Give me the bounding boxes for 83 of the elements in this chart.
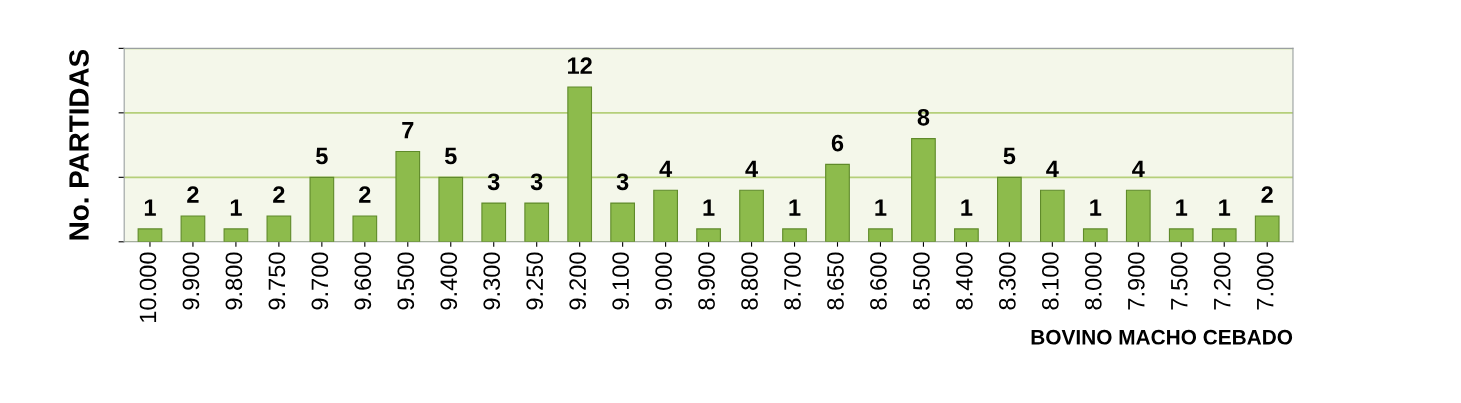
bar	[997, 176, 1022, 242]
x-tick-label: 7.200	[1213, 252, 1231, 310]
bar	[610, 202, 636, 242]
data-label: 5	[1003, 147, 1016, 165]
data-label: 8	[917, 108, 930, 126]
x-tick-label: 9.600	[354, 252, 372, 310]
data-label: 3	[487, 173, 500, 191]
bar	[1168, 228, 1194, 242]
bar	[309, 176, 335, 242]
data-label: 5	[316, 147, 328, 165]
x-tick-label: 9.800	[225, 252, 243, 310]
bar	[567, 86, 593, 242]
bar	[481, 202, 507, 242]
x-tick-label: 9.000	[655, 252, 672, 310]
bar	[954, 228, 979, 242]
data-label: 5	[444, 147, 457, 165]
x-tick-label: 8.800	[741, 252, 758, 310]
data-label: 2	[273, 186, 285, 203]
data-label: 2	[359, 186, 371, 203]
data-label: 6	[831, 134, 844, 152]
x-tick-label: 8.900	[698, 252, 715, 310]
x-tick-label: 7.900	[1127, 252, 1145, 310]
bar	[524, 202, 550, 242]
bar	[438, 176, 464, 242]
x-tick-label: 9.500	[397, 252, 415, 310]
bar	[825, 163, 850, 242]
data-label: 2	[187, 186, 199, 203]
bar	[352, 215, 378, 242]
data-label: 1	[1219, 199, 1231, 216]
data-label: 4	[659, 160, 673, 177]
x-axis-title: BOVINO MACHO CEBADO	[1031, 329, 1293, 345]
x-tick-label: 9.750	[268, 252, 286, 310]
data-label: 1	[230, 199, 242, 216]
data-label: 1	[1176, 199, 1188, 216]
x-tick-label: 9.100	[612, 252, 629, 310]
x-tick-label: 9.300	[483, 252, 501, 310]
data-label: 7	[402, 122, 414, 139]
data-label: 4	[1132, 160, 1145, 177]
data-label: 2	[1261, 186, 1273, 203]
data-label: 1	[703, 199, 715, 216]
data-label: 12	[568, 57, 592, 74]
data-label: 4	[1046, 160, 1059, 177]
bar	[180, 215, 206, 242]
bar	[1211, 228, 1237, 242]
bar	[739, 189, 764, 242]
bar	[696, 228, 721, 242]
bar	[137, 228, 163, 242]
x-tick-label: 8.300	[999, 252, 1016, 310]
x-tick-label: 9.200	[569, 252, 587, 310]
data-label: 1	[1090, 199, 1102, 216]
data-label: 1	[789, 199, 801, 216]
x-tick-label: 8.650	[827, 252, 844, 310]
x-tick-label: 8.000	[1084, 252, 1102, 310]
bar	[782, 228, 807, 242]
bar	[223, 228, 249, 242]
x-tick-label: 9.400	[440, 252, 458, 310]
data-label: 1	[961, 199, 973, 216]
bar	[911, 138, 936, 242]
bar	[266, 215, 292, 242]
x-tick-label: 7.500	[1170, 252, 1188, 310]
x-tick-label: 8.500	[913, 252, 930, 310]
data-label: 3	[616, 173, 629, 191]
x-tick-label: 8.700	[784, 252, 801, 310]
data-label: 1	[875, 199, 887, 216]
y-axis-title: No. PARTIDAS	[69, 49, 89, 240]
bar	[653, 189, 678, 242]
x-tick-label: 9.250	[526, 252, 544, 310]
x-tick-label: 7.000	[1256, 252, 1274, 310]
data-label: 1	[144, 199, 156, 216]
bar	[1125, 189, 1151, 242]
x-tick-label: 9.700	[311, 252, 329, 310]
data-label: 3	[530, 173, 543, 191]
bar	[1082, 228, 1108, 242]
bar	[868, 228, 893, 242]
x-tick-label: 10.000	[139, 252, 157, 322]
x-tick-label: 8.100	[1041, 252, 1059, 310]
x-tick-label: 8.600	[870, 252, 887, 310]
x-tick-label: 9.900	[182, 252, 200, 310]
data-label: 4	[745, 160, 758, 177]
x-tick-label: 8.400	[956, 252, 973, 310]
bar	[395, 150, 421, 242]
bar	[1039, 189, 1065, 242]
bar	[1254, 215, 1280, 242]
